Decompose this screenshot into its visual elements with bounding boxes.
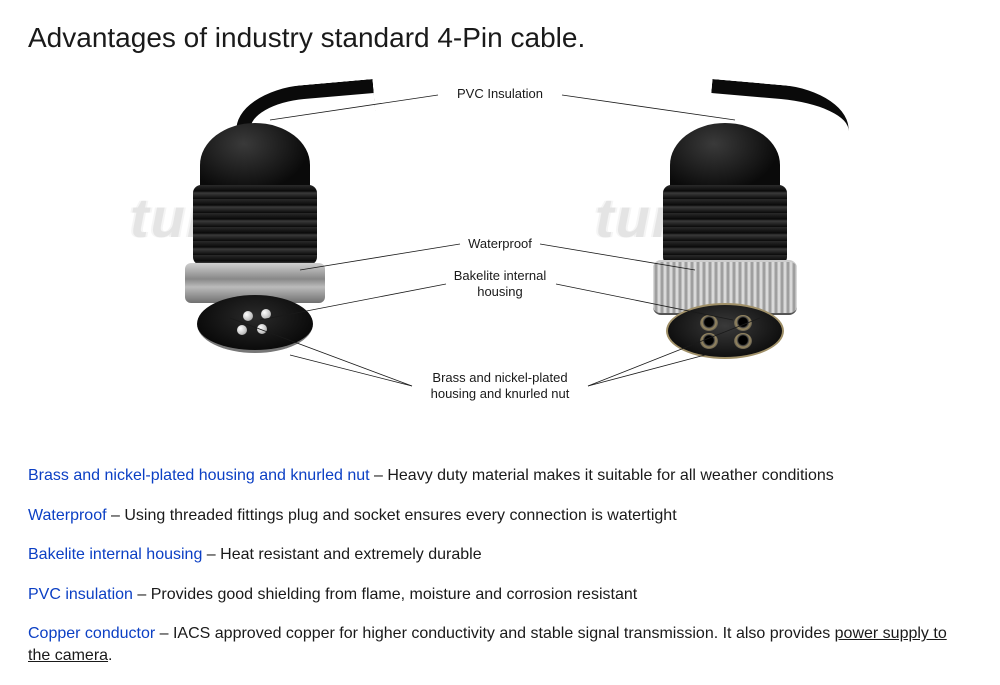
male-pin xyxy=(257,324,267,334)
feature-term: Brass and nickel-plated housing and knur… xyxy=(28,467,370,484)
callout-bakelite: Bakelite internal housing xyxy=(400,268,600,299)
feature-underlined: power supply to the camera xyxy=(28,625,947,664)
callout-brass: Brass and nickel-plated housing and knur… xyxy=(370,370,630,401)
male-pin xyxy=(243,311,253,321)
feature-term: PVC insulation xyxy=(28,586,133,603)
callout-pvc: PVC Insulation xyxy=(400,86,600,102)
feature-line: Waterproof – Using threaded fittings plu… xyxy=(28,505,972,527)
female-socket xyxy=(700,333,718,349)
male-connector-face xyxy=(197,295,313,353)
feature-term: Waterproof xyxy=(28,507,107,524)
feature-term: Copper conductor xyxy=(28,625,155,642)
feature-line: Copper conductor – IACS approved copper … xyxy=(28,623,972,666)
male-strain-relief xyxy=(193,185,317,265)
page-title: Advantages of industry standard 4-Pin ca… xyxy=(28,22,585,54)
callout-brass-l1: Brass and nickel-plated xyxy=(432,370,567,385)
callout-bakelite-l1: Bakelite internal xyxy=(454,268,547,283)
male-connector xyxy=(165,105,385,355)
female-socket xyxy=(734,333,752,349)
feature-line: Bakelite internal housing – Heat resista… xyxy=(28,544,972,566)
male-pin xyxy=(237,325,247,335)
callout-brass-l2: housing and knurled nut xyxy=(431,386,570,401)
feature-term: Bakelite internal housing xyxy=(28,546,202,563)
female-strain-relief xyxy=(663,185,787,265)
female-connector xyxy=(630,105,850,355)
female-socket xyxy=(734,315,752,331)
female-socket xyxy=(700,315,718,331)
callout-water: Waterproof xyxy=(400,236,600,252)
feature-line: Brass and nickel-plated housing and knur… xyxy=(28,465,972,487)
connector-diagram: tunez tunez PVC Insulation Waterproof Ba… xyxy=(0,70,1000,440)
feature-line: PVC insulation – Provides good shielding… xyxy=(28,584,972,606)
callout-bakelite-l2: housing xyxy=(477,284,523,299)
female-connector-face xyxy=(666,303,784,359)
male-pin xyxy=(261,309,271,319)
feature-list: Brass and nickel-plated housing and knur… xyxy=(28,465,972,685)
